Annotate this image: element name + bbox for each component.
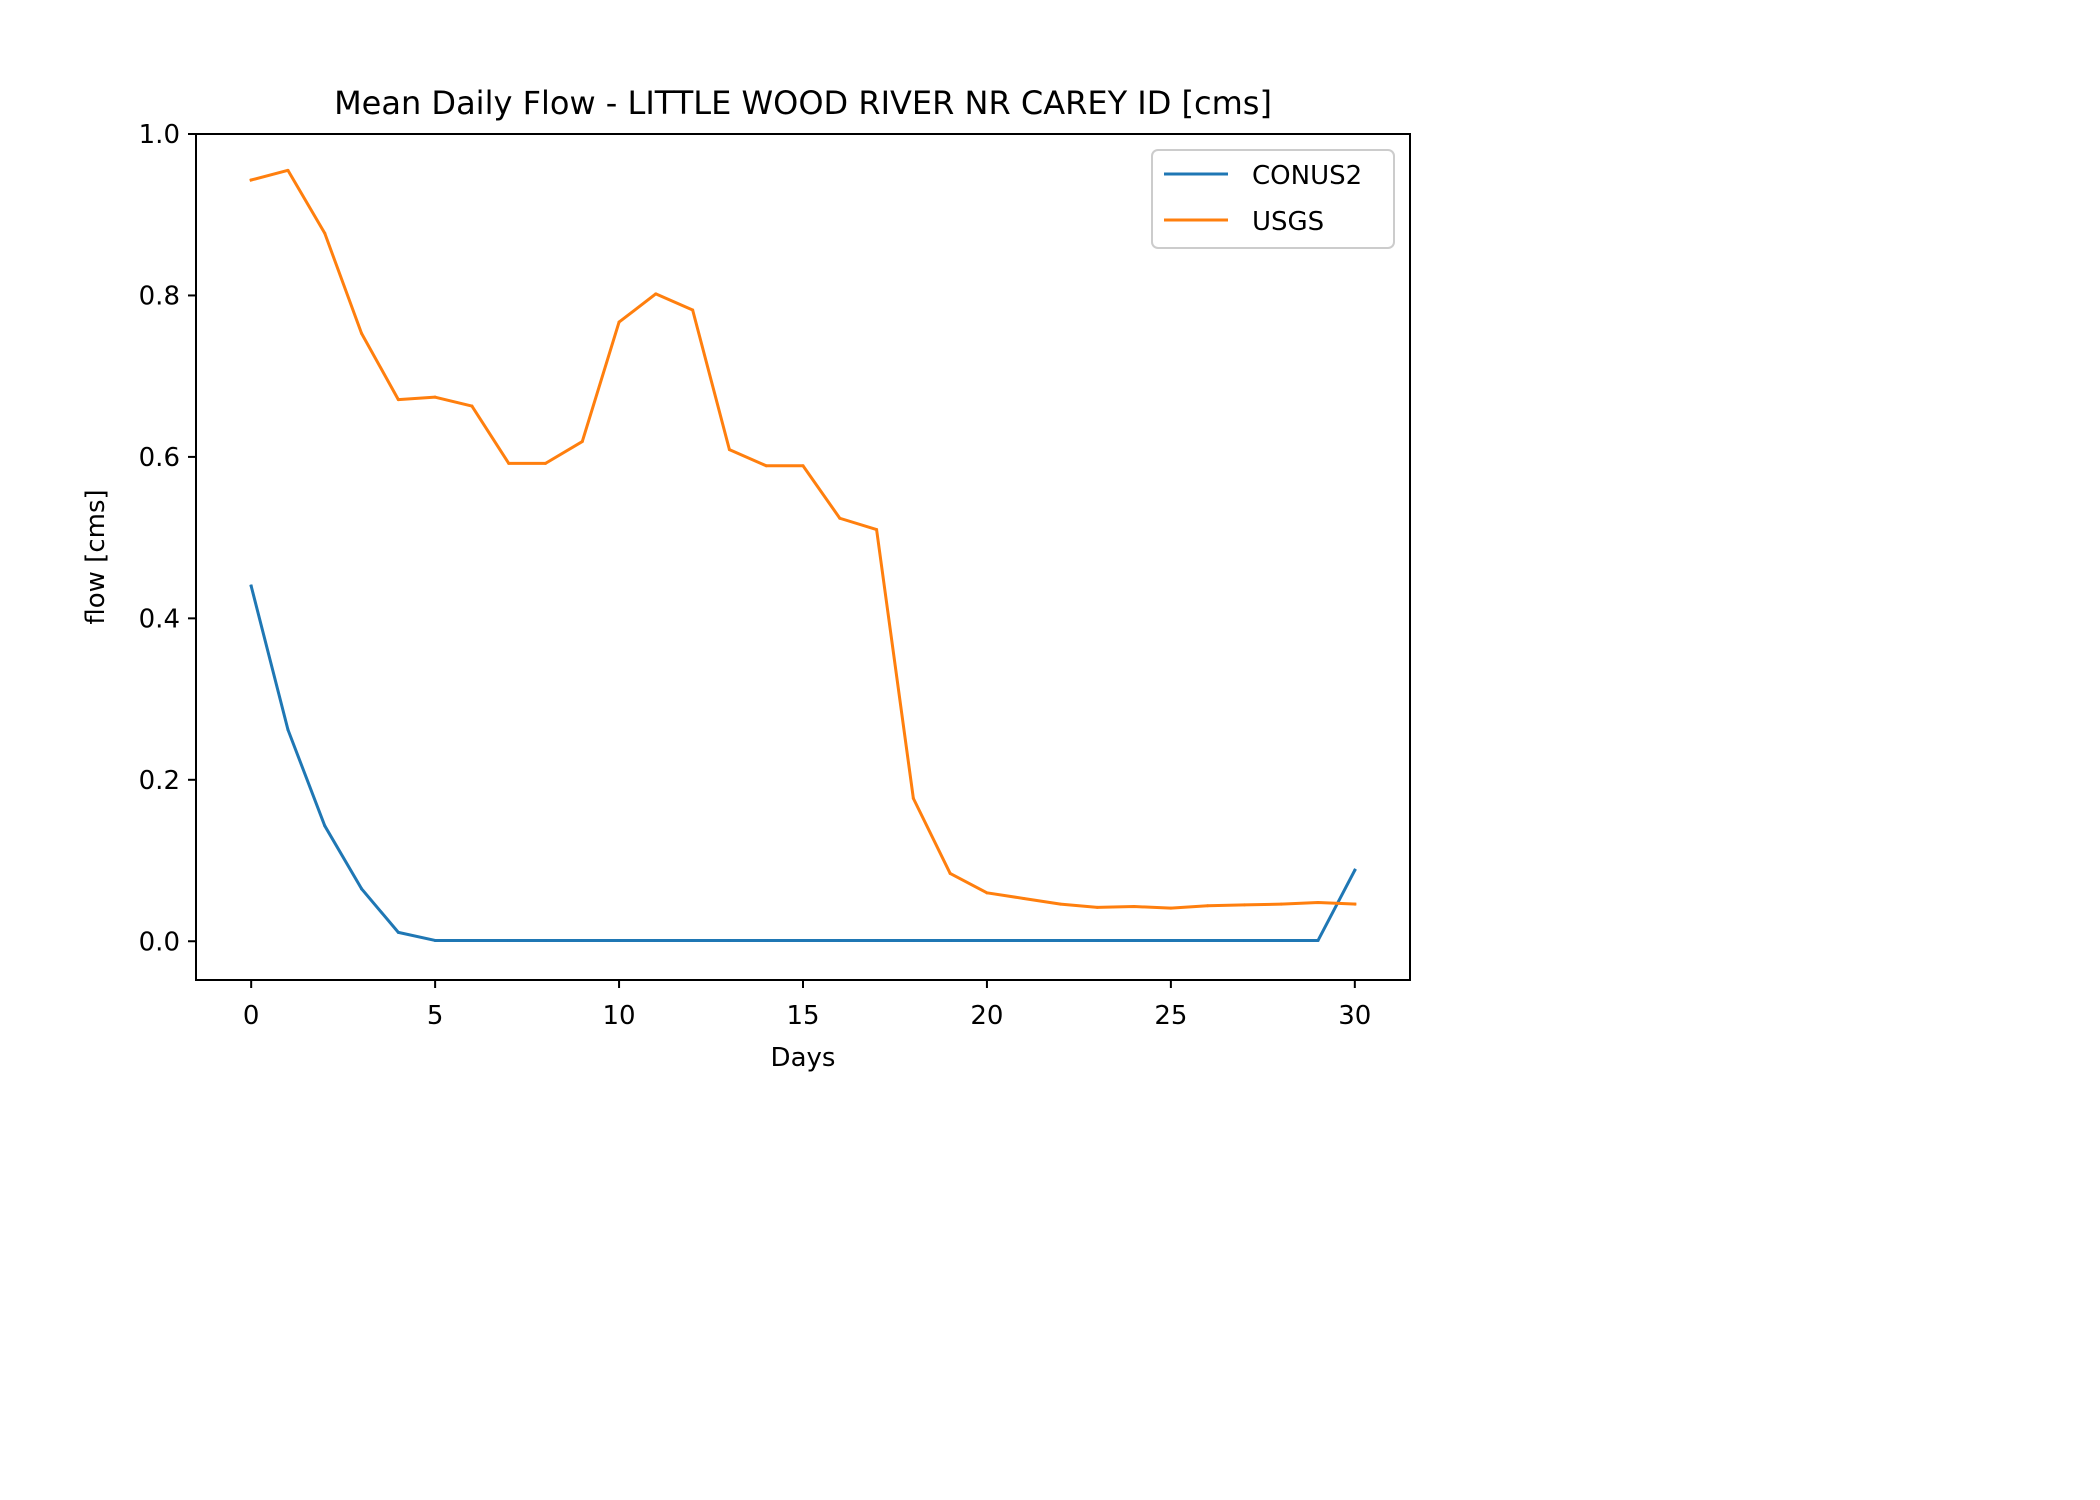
data-point-conus2 <box>838 938 842 942</box>
data-point-conus2 <box>543 938 547 942</box>
data-point-conus2 <box>985 938 989 942</box>
data-point-usgs <box>1353 902 1357 906</box>
data-point-conus2 <box>1169 938 1173 942</box>
legend-label-conus2: CONUS2 <box>1252 161 1362 191</box>
data-point-usgs <box>1095 905 1099 909</box>
data-point-usgs <box>249 178 253 182</box>
data-point-usgs <box>764 464 768 468</box>
data-point-conus2 <box>727 938 731 942</box>
data-point-conus2 <box>617 938 621 942</box>
data-point-usgs <box>396 398 400 402</box>
y-tick-label: 0.2 <box>139 766 180 796</box>
data-point-conus2 <box>433 938 437 942</box>
data-point-usgs <box>1169 906 1173 910</box>
legend: CONUS2 USGS <box>1151 149 1395 249</box>
data-point-conus2 <box>1279 938 1283 942</box>
data-point-usgs <box>507 461 511 465</box>
y-tick-label: 0.8 <box>139 281 180 311</box>
data-point-usgs <box>1022 896 1026 900</box>
y-tick-label: 0.6 <box>139 443 180 473</box>
data-point-usgs <box>1132 905 1136 909</box>
data-point-conus2 <box>1316 938 1320 942</box>
data-point-usgs <box>617 320 621 324</box>
data-point-conus2 <box>396 930 400 934</box>
data-point-usgs <box>1206 904 1210 908</box>
chart-title: Mean Daily Flow - LITTLE WOOD RIVER NR C… <box>334 84 1272 122</box>
data-point-usgs <box>948 871 952 875</box>
x-tick-label: 0 <box>243 1001 260 1031</box>
data-point-usgs <box>286 168 290 172</box>
data-point-conus2 <box>249 584 253 588</box>
data-point-conus2 <box>801 938 805 942</box>
data-point-conus2 <box>654 938 658 942</box>
data-point-conus2 <box>470 938 474 942</box>
data-point-conus2 <box>691 938 695 942</box>
x-tick-label: 20 <box>970 1001 1003 1031</box>
data-point-usgs <box>801 464 805 468</box>
data-point-conus2 <box>1022 938 1026 942</box>
data-point-conus2 <box>948 938 952 942</box>
data-point-usgs <box>985 891 989 895</box>
data-point-conus2 <box>1132 938 1136 942</box>
tick-layer: 0 5 10 15 20 25 30 0.0 0.2 0.4 0.6 0.8 1.0 <box>139 120 1372 1031</box>
data-point-usgs <box>323 231 327 235</box>
data-point-usgs <box>543 461 547 465</box>
data-point-usgs <box>911 796 915 800</box>
data-point-conus2 <box>323 824 327 828</box>
data-point-usgs <box>727 448 731 452</box>
data-point-conus2 <box>507 938 511 942</box>
data-point-conus2 <box>1206 938 1210 942</box>
line-chart: Mean Daily Flow - LITTLE WOOD RIVER NR C… <box>81 84 1411 1073</box>
data-point-usgs <box>1316 901 1320 904</box>
plot-frame <box>195 133 1411 981</box>
x-tick-label: 25 <box>1154 1001 1187 1031</box>
series-layer <box>249 168 1357 942</box>
data-point-conus2 <box>580 938 584 942</box>
x-tick-label: 5 <box>427 1001 444 1031</box>
data-point-usgs <box>1059 902 1063 906</box>
data-point-conus2 <box>360 887 364 891</box>
y-tick-label: 0.4 <box>139 604 180 634</box>
data-point-conus2 <box>1242 938 1246 942</box>
data-point-usgs <box>470 404 474 408</box>
x-tick-label: 30 <box>1338 1001 1371 1031</box>
y-tick-label: 0.0 <box>139 927 180 957</box>
plot-area <box>196 134 1410 980</box>
data-point-conus2 <box>286 728 290 732</box>
data-point-usgs <box>360 331 364 335</box>
data-point-usgs <box>654 292 658 296</box>
data-point-usgs <box>875 528 879 532</box>
legend-label-usgs: USGS <box>1252 207 1324 237</box>
y-tick-label: 1.0 <box>139 120 180 150</box>
y-axis-title: flow [cms] <box>81 489 111 624</box>
series-usgs <box>249 168 1357 910</box>
data-point-usgs <box>1242 903 1246 907</box>
x-tick-label: 10 <box>603 1001 636 1031</box>
x-axis-title: Days <box>771 1043 836 1073</box>
data-point-usgs <box>580 440 584 444</box>
data-point-usgs <box>433 395 437 399</box>
x-tick-label: 15 <box>786 1001 819 1031</box>
data-point-conus2 <box>1353 868 1357 872</box>
data-point-conus2 <box>764 938 768 942</box>
data-point-conus2 <box>875 938 879 942</box>
data-point-conus2 <box>1059 938 1063 942</box>
data-point-conus2 <box>1095 938 1099 942</box>
data-point-usgs <box>838 516 842 520</box>
data-point-conus2 <box>911 938 915 942</box>
data-point-usgs <box>691 308 695 312</box>
series-conus2 <box>249 584 1357 942</box>
data-point-usgs <box>1279 902 1283 906</box>
